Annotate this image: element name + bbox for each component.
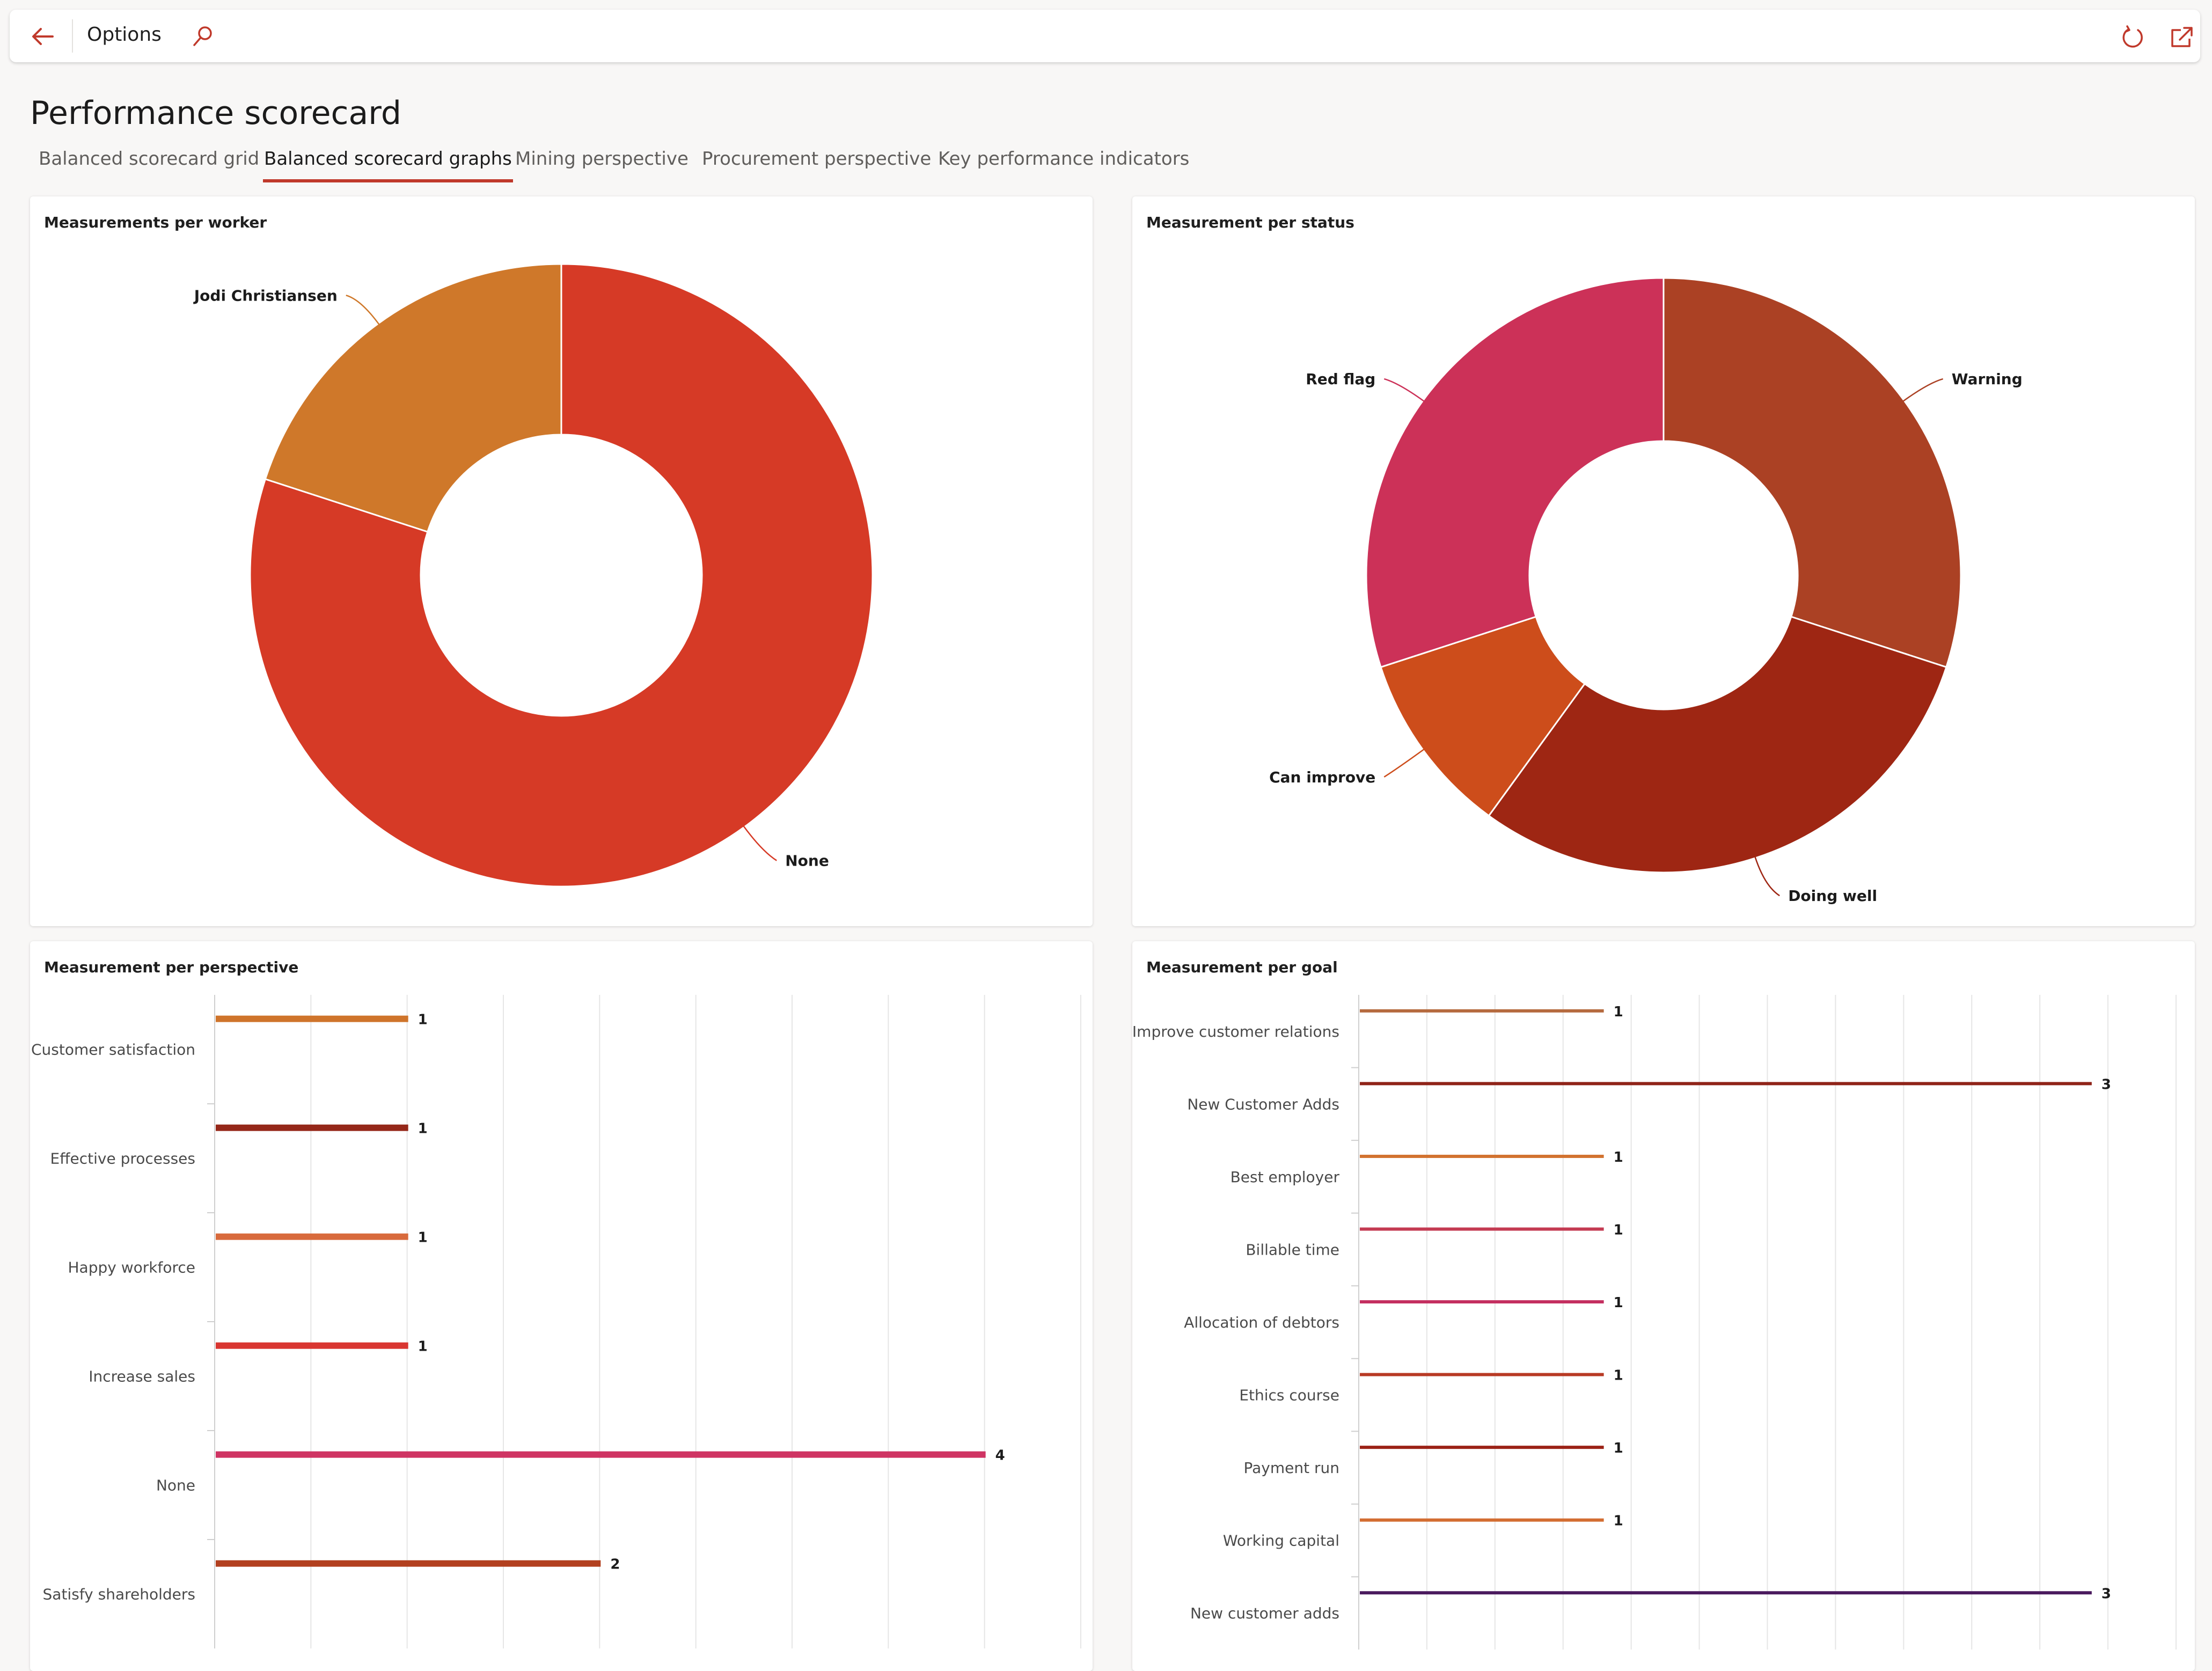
bar-none (216, 1451, 986, 1458)
back-arrow-icon[interactable] (31, 26, 55, 47)
category-label-working-capital: Working capital (1223, 1532, 1339, 1550)
category-label-customer-satisfaction: Customer satisfaction (31, 1041, 195, 1059)
card-title: Measurement per goal (1146, 958, 1338, 976)
measurement-per-perspective-card: Measurement per perspective Customer sat… (30, 941, 1093, 1671)
bar-ethics-course (1360, 1373, 1604, 1376)
pie-label-jodi-christiansen: Jodi Christiansen (193, 287, 338, 304)
bar-value-increase-sales: 1 (418, 1339, 428, 1355)
pie-leader-line (1383, 378, 1425, 402)
search-icon[interactable] (191, 25, 215, 48)
pie-leader-line (742, 825, 777, 861)
bar-value-working-capital: 1 (1614, 1513, 1623, 1529)
category-label-payment-run: Payment run (1244, 1459, 1340, 1477)
measurements-per-worker-card: Measurements per worker None Jodi Christi… (30, 196, 1093, 926)
measurement-per-status-chart: Warning Doing well Can improve Red flag (1269, 277, 2023, 905)
bar-effective-processes (216, 1124, 408, 1131)
pie-leader-line (346, 295, 380, 326)
bar-value-happy-workforce: 1 (418, 1230, 428, 1246)
category-label-allocation-of-debtors: Allocation of debtors (1184, 1314, 1339, 1331)
bar-new-customer-adds (1360, 1082, 2092, 1086)
category-label-new-customer-adds: New customer adds (1190, 1604, 1339, 1622)
bar-best-employer (1360, 1154, 1604, 1158)
pie-label-none: None (785, 852, 829, 870)
bar-value-customer-satisfaction: 1 (418, 1012, 428, 1028)
category-label-best-employer: Best employer (1230, 1168, 1340, 1186)
pie-leader-line (1902, 378, 1944, 402)
measurement-per-status-card: Measurement per status Warning Doing well… (1132, 196, 2195, 926)
category-label-billable-time: Billable time (1246, 1241, 1339, 1258)
bar-value-new-customer-adds: 3 (2101, 1586, 2111, 1602)
bar-increase-sales (216, 1342, 408, 1349)
bar-value-new-customer-adds: 3 (2101, 1076, 2111, 1093)
tab-procurement-perspective[interactable]: Procurement perspective (702, 148, 932, 170)
category-label-satisfy-shareholders: Satisfy shareholders (43, 1586, 195, 1603)
category-label-happy-workforce: Happy workforce (68, 1259, 196, 1277)
pie-slice-doing-well (1488, 615, 1947, 874)
bar-value-payment-run: 1 (1614, 1440, 1623, 1456)
category-label-increase-sales: Increase sales (89, 1368, 195, 1386)
category-label-effective-processes: Effective processes (50, 1150, 195, 1168)
pie-slice-none (249, 263, 874, 888)
category-label-ethics-course: Ethics course (1239, 1387, 1339, 1404)
bar-working-capital (1360, 1518, 1604, 1522)
topbar-title: Options (87, 24, 162, 46)
bar-billable-time (1360, 1227, 1604, 1231)
category-label-none: None (156, 1477, 195, 1494)
topbar-divider (72, 19, 73, 53)
pie-slice-jodi-christiansen (264, 263, 562, 533)
tab-mining-perspective[interactable]: Mining perspective (515, 148, 688, 170)
bar-value-satisfy-shareholders: 2 (610, 1557, 620, 1573)
page-title: Performance scorecard (30, 94, 401, 132)
tab-key-performance-indicators[interactable]: Key performance indicators (938, 148, 1190, 170)
measurement-per-perspective-chart: Customer satisfaction 1 Effective processe… (31, 995, 1081, 1648)
category-label-new-customer-adds: New Customer Adds (1187, 1095, 1339, 1113)
measurement-per-goal-chart: Improve customer relations 1 New Customer … (1132, 995, 2177, 1650)
bar-satisfy-shareholders (216, 1560, 601, 1567)
card-title: Measurement per perspective (44, 958, 299, 976)
card-title: Measurements per worker (44, 214, 267, 231)
bar-payment-run (1360, 1446, 1604, 1449)
top-bar: Options (10, 10, 2200, 62)
bar-value-allocation-of-debtors: 1 (1614, 1295, 1623, 1311)
bar-value-best-employer: 1 (1614, 1149, 1623, 1166)
bar-value-improve-customer-relations: 1 (1614, 1004, 1623, 1020)
pie-slice-warning (1662, 277, 1962, 669)
tab-balanced-scorecard-grid[interactable]: Balanced scorecard grid (39, 148, 260, 170)
bar-happy-workforce (216, 1233, 408, 1240)
bar-value-effective-processes: 1 (418, 1121, 428, 1137)
bar-value-ethics-course: 1 (1614, 1368, 1623, 1384)
open-in-new-window-icon[interactable] (2169, 25, 2195, 50)
tab-balanced-scorecard-graphs[interactable]: Balanced scorecard graphs (263, 148, 513, 182)
category-label-improve-customer-relations: Improve customer relations (1132, 1023, 1339, 1040)
bar-allocation-of-debtors (1360, 1300, 1604, 1304)
measurement-per-goal-card: Measurement per goal Improve customer re… (1132, 941, 2195, 1671)
pie-label-can-improve: Can improve (1269, 768, 1375, 786)
pie-label-doing-well: Doing well (1788, 887, 1877, 905)
pie-label-warning: Warning (1952, 370, 2023, 388)
bar-improve-customer-relations (1360, 1009, 1604, 1013)
bar-value-none: 4 (995, 1448, 1005, 1464)
bar-customer-satisfaction (216, 1015, 408, 1022)
measurements-per-worker-chart: None Jodi Christiansen (193, 263, 874, 888)
bar-new-customer-adds (1360, 1591, 2092, 1595)
pie-label-red-flag: Red flag (1306, 370, 1375, 388)
pie-leader-line (1754, 855, 1780, 897)
pie-slice-red-flag (1365, 277, 1665, 669)
bar-value-billable-time: 1 (1614, 1222, 1623, 1238)
pie-leader-line (1383, 748, 1425, 778)
card-title: Measurement per status (1146, 214, 1354, 231)
refresh-icon[interactable] (2120, 25, 2145, 50)
pie-slice-can-improve (1380, 615, 1586, 817)
